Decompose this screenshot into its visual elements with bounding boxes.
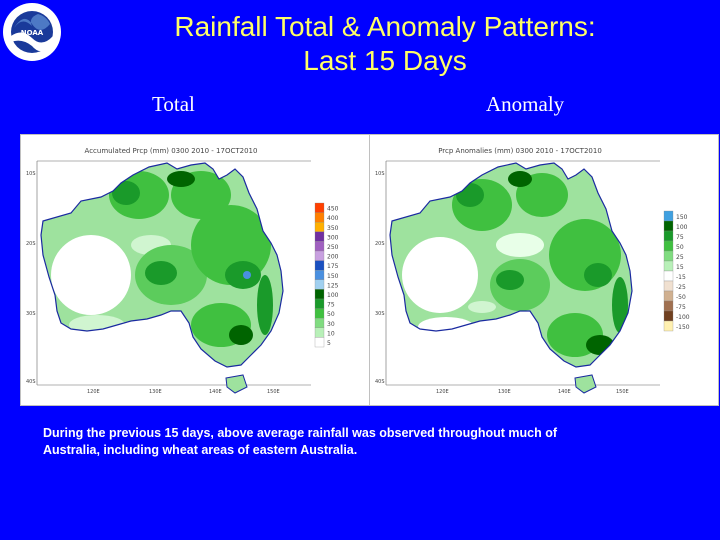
slide-title: Rainfall Total & Anomaly Patterns: Last … xyxy=(70,10,700,78)
total-map: Accumulated Prcp (mm) 0300 2010 - 17OCT2… xyxy=(26,147,339,395)
anomaly-legend: 150 100 75 50 25 15 -15 -25 -50 -75 -100 -150 xyxy=(663,210,690,332)
anomaly-lat-20s: 20S xyxy=(375,241,385,247)
anomaly-legend-swatch xyxy=(663,260,674,272)
anomaly-australia-coastline xyxy=(389,162,633,368)
total-legend-label: 50 xyxy=(327,311,335,318)
total-legend-label: 450 xyxy=(327,206,339,213)
total-legend-label: 75 xyxy=(327,302,335,309)
noaa-logo: NOAA xyxy=(3,3,61,61)
total-lat-40s: 40S xyxy=(26,379,36,385)
total-legend-label: 350 xyxy=(327,225,339,232)
total-lon-150e: 150E xyxy=(267,389,280,395)
anomaly-legend-swatch xyxy=(663,280,674,292)
caption-line2: Australia, including wheat areas of east… xyxy=(43,443,358,457)
total-legend-label: 150 xyxy=(327,273,339,280)
anomaly-legend-label: 50 xyxy=(676,244,684,251)
total-legend-swatch xyxy=(314,289,325,300)
anomaly-legend-swatch xyxy=(663,220,674,232)
anomaly-legend-swatch xyxy=(663,250,674,262)
total-legend-swatch xyxy=(314,202,325,213)
total-legend-label: 300 xyxy=(327,234,339,241)
total-rainfall-field xyxy=(41,163,283,367)
total-legend-label: 100 xyxy=(327,292,339,299)
total-legend-label: 5 xyxy=(327,340,331,347)
anomaly-map-title: Prcp Anomalies (mm) 0300 2010 - 17OCT201… xyxy=(438,147,602,155)
anomaly-lon-140e: 140E xyxy=(558,389,571,395)
caption: During the previous 15 days, above avera… xyxy=(43,425,663,459)
total-legend-swatch xyxy=(314,279,325,290)
anomaly-legend-swatch xyxy=(663,240,674,252)
anomaly-legend-swatch xyxy=(663,320,674,332)
anomaly-legend-swatch xyxy=(663,290,674,302)
total-legend-swatch xyxy=(314,231,325,242)
anomaly-lat-30s: 30S xyxy=(375,311,385,317)
anomaly-lat-40s: 40S xyxy=(375,379,385,385)
total-tasmania xyxy=(225,374,248,394)
total-legend-label: 30 xyxy=(327,321,335,328)
total-legend-label: 125 xyxy=(327,282,339,289)
total-legend-label: 250 xyxy=(327,244,339,251)
total-map-title: Accumulated Prcp (mm) 0300 2010 - 17OCT2… xyxy=(85,147,258,155)
total-legend-label: 10 xyxy=(327,330,335,337)
anomaly-legend-label: -50 xyxy=(676,294,686,301)
anomaly-tasmania xyxy=(574,374,597,394)
anomaly-lon-120e: 120E xyxy=(436,389,449,395)
total-legend-label: 400 xyxy=(327,215,339,222)
total-legend-swatch xyxy=(314,318,325,328)
caption-line1: During the previous 15 days, above avera… xyxy=(43,426,558,440)
anomaly-map: Prcp Anomalies (mm) 0300 2010 - 17OCT201… xyxy=(375,147,690,395)
anomaly-legend-label: 150 xyxy=(676,214,688,221)
anomaly-label: Anomaly xyxy=(486,92,565,116)
anomaly-lon-130e: 130E xyxy=(498,389,511,395)
total-lat-10s: 10S xyxy=(26,171,36,177)
total-legend-swatch xyxy=(314,298,325,309)
slide-title-line1: Rainfall Total & Anomaly Patterns: xyxy=(174,11,596,42)
total-legend: 450 400 350 300 250 200 175 150 125 100 75 50 30 10 5 xyxy=(314,202,339,348)
anomaly-legend-label: -75 xyxy=(676,304,686,311)
anomaly-legend-label: 25 xyxy=(676,254,684,261)
total-lat-20s: 20S xyxy=(26,241,36,247)
total-legend-swatch xyxy=(314,337,325,348)
anomaly-legend-label: -25 xyxy=(676,284,686,291)
total-australia-coastline xyxy=(40,162,284,368)
anomaly-lat-10s: 10S xyxy=(375,171,385,177)
total-legend-swatch xyxy=(314,270,325,280)
total-legend-swatch xyxy=(314,212,325,223)
total-legend-swatch xyxy=(314,222,325,232)
total-label: Total xyxy=(152,92,195,116)
anomaly-legend-label: -100 xyxy=(676,314,690,321)
total-legend-label: 200 xyxy=(327,254,339,261)
total-legend-swatch xyxy=(314,241,325,252)
total-legend-swatch xyxy=(314,250,325,261)
anomaly-legend-label: -150 xyxy=(676,324,690,331)
total-legend-swatch xyxy=(314,260,325,271)
total-legend-swatch xyxy=(314,308,325,319)
anomaly-legend-swatch xyxy=(663,210,674,222)
total-lon-120e: 120E xyxy=(87,389,100,395)
total-legend-label: 175 xyxy=(327,263,339,270)
total-lon-130e: 130E xyxy=(149,389,162,395)
slide-title-line2: Last 15 Days xyxy=(303,45,467,76)
anomaly-legend-label: 15 xyxy=(676,264,684,271)
total-lon-140e: 140E xyxy=(209,389,222,395)
noaa-logo-text: NOAA xyxy=(21,29,44,37)
total-legend-swatch xyxy=(314,327,325,338)
anomaly-legend-swatch xyxy=(663,310,674,322)
anomaly-legend-swatch xyxy=(663,300,674,312)
anomaly-legend-label: -15 xyxy=(676,274,686,281)
anomaly-legend-label: 100 xyxy=(676,224,688,231)
anomaly-lon-150e: 150E xyxy=(616,389,629,395)
total-map-panel: Accumulated Prcp (mm) 0300 2010 - 17OCT2… xyxy=(20,134,370,406)
anomaly-legend-swatch xyxy=(663,230,674,242)
total-lat-30s: 30S xyxy=(26,311,36,317)
anomaly-legend-swatch xyxy=(663,270,674,282)
anomaly-legend-label: 75 xyxy=(676,234,684,241)
anomaly-map-panel: Prcp Anomalies (mm) 0300 2010 - 17OCT201… xyxy=(369,134,719,406)
